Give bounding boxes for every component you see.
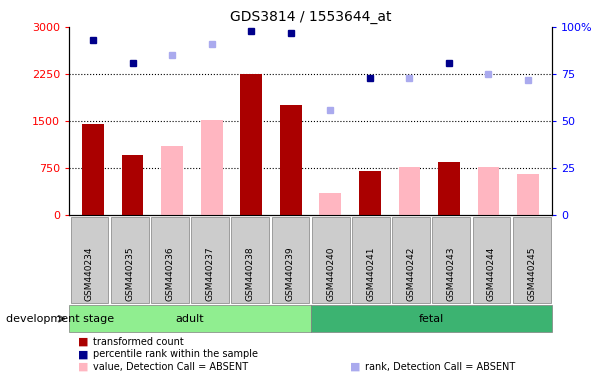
Text: GSM440237: GSM440237 (206, 247, 215, 301)
Text: GSM440239: GSM440239 (286, 247, 295, 301)
Text: GSM440242: GSM440242 (406, 247, 415, 301)
Bar (478, 167, 499, 215)
Text: value, Detection Call = ABSENT: value, Detection Call = ABSENT (93, 362, 248, 372)
Text: GSM440241: GSM440241 (367, 247, 375, 301)
Text: GSM440243: GSM440243 (447, 247, 456, 301)
Text: adult: adult (175, 314, 204, 324)
Bar (82, 124, 104, 215)
Text: GSM440236: GSM440236 (165, 247, 174, 301)
Bar (241, 74, 262, 215)
Text: transformed count: transformed count (93, 337, 184, 347)
Bar (280, 105, 302, 215)
Text: rank, Detection Call = ABSENT: rank, Detection Call = ABSENT (365, 362, 515, 372)
Text: fetal: fetal (418, 314, 444, 324)
Bar (517, 174, 539, 215)
Bar (122, 156, 144, 215)
Bar (320, 193, 341, 215)
Title: GDS3814 / 1553644_at: GDS3814 / 1553644_at (230, 10, 391, 25)
Text: GSM440244: GSM440244 (487, 247, 496, 301)
Text: GSM440234: GSM440234 (85, 247, 94, 301)
Text: ■: ■ (78, 337, 89, 347)
Bar (359, 171, 380, 215)
Text: GSM440240: GSM440240 (326, 247, 335, 301)
Text: GSM440235: GSM440235 (125, 247, 134, 301)
Bar (438, 162, 460, 215)
Text: percentile rank within the sample: percentile rank within the sample (93, 349, 259, 359)
Bar (201, 120, 223, 215)
Text: GSM440238: GSM440238 (246, 247, 254, 301)
Text: GSM440245: GSM440245 (527, 247, 536, 301)
Text: ■: ■ (78, 349, 89, 359)
Text: ■: ■ (78, 362, 89, 372)
Text: ■: ■ (350, 362, 360, 372)
Bar (161, 146, 183, 215)
Text: development stage: development stage (6, 314, 114, 324)
Bar (399, 167, 420, 215)
